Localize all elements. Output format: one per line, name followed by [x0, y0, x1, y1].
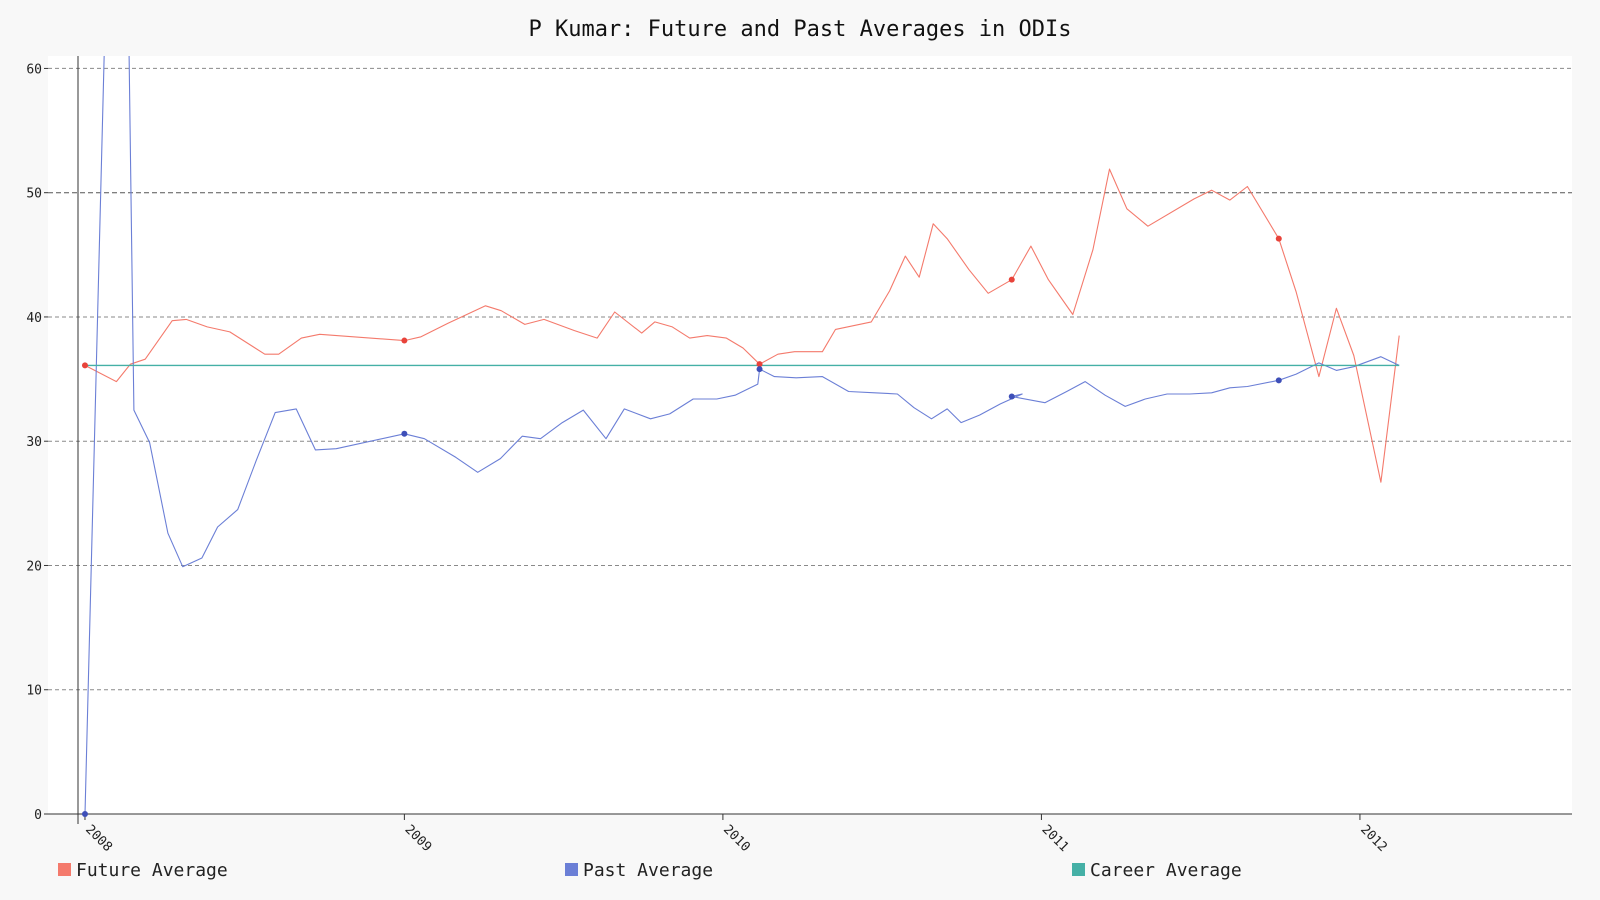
- x-axis: 2008 2009 2010 2011 2012: [82, 814, 1390, 855]
- x-tick-label: 2009: [402, 822, 435, 855]
- y-tick-label: 20: [26, 559, 42, 574]
- plot-background: [48, 56, 1572, 814]
- legend-swatch: [58, 863, 71, 876]
- y-tick-label: 10: [26, 684, 42, 699]
- y-tick-label: 30: [26, 435, 42, 450]
- y-axis: 0 10 20 30 40 50 60: [26, 56, 1572, 824]
- x-tick-label: 2008: [82, 822, 115, 855]
- y-tick-label: 0: [34, 808, 42, 823]
- legend: Future Average Past Average Career Average: [58, 860, 1242, 881]
- legend-label: Career Average: [1090, 860, 1242, 881]
- grid-lines: [48, 67, 1572, 691]
- data-point: [1275, 377, 1282, 384]
- data-point: [756, 366, 763, 373]
- data-point: [756, 361, 763, 368]
- data-point: [1275, 235, 1282, 242]
- y-tick-label: 50: [26, 187, 42, 202]
- data-point: [1008, 393, 1015, 400]
- x-tick-label: 2012: [1357, 822, 1390, 855]
- x-tick-label: 2010: [720, 822, 753, 855]
- data-point: [1008, 276, 1015, 283]
- legend-swatch: [565, 863, 578, 876]
- series-line-future-average: [84, 168, 1400, 483]
- legend-label: Past Average: [583, 860, 713, 881]
- data-point: [401, 337, 408, 344]
- y-tick-label: 40: [26, 311, 42, 326]
- series-markers: [81, 235, 1282, 817]
- legend-swatch: [1072, 863, 1085, 876]
- chart-title: P Kumar: Future and Past Averages in ODI…: [528, 17, 1071, 42]
- y-tick-label: 60: [26, 62, 42, 77]
- x-tick-label: 2011: [1039, 822, 1072, 855]
- data-point: [81, 811, 88, 817]
- legend-label: Future Average: [76, 860, 228, 881]
- data-point: [81, 362, 88, 369]
- data-point: [401, 430, 408, 437]
